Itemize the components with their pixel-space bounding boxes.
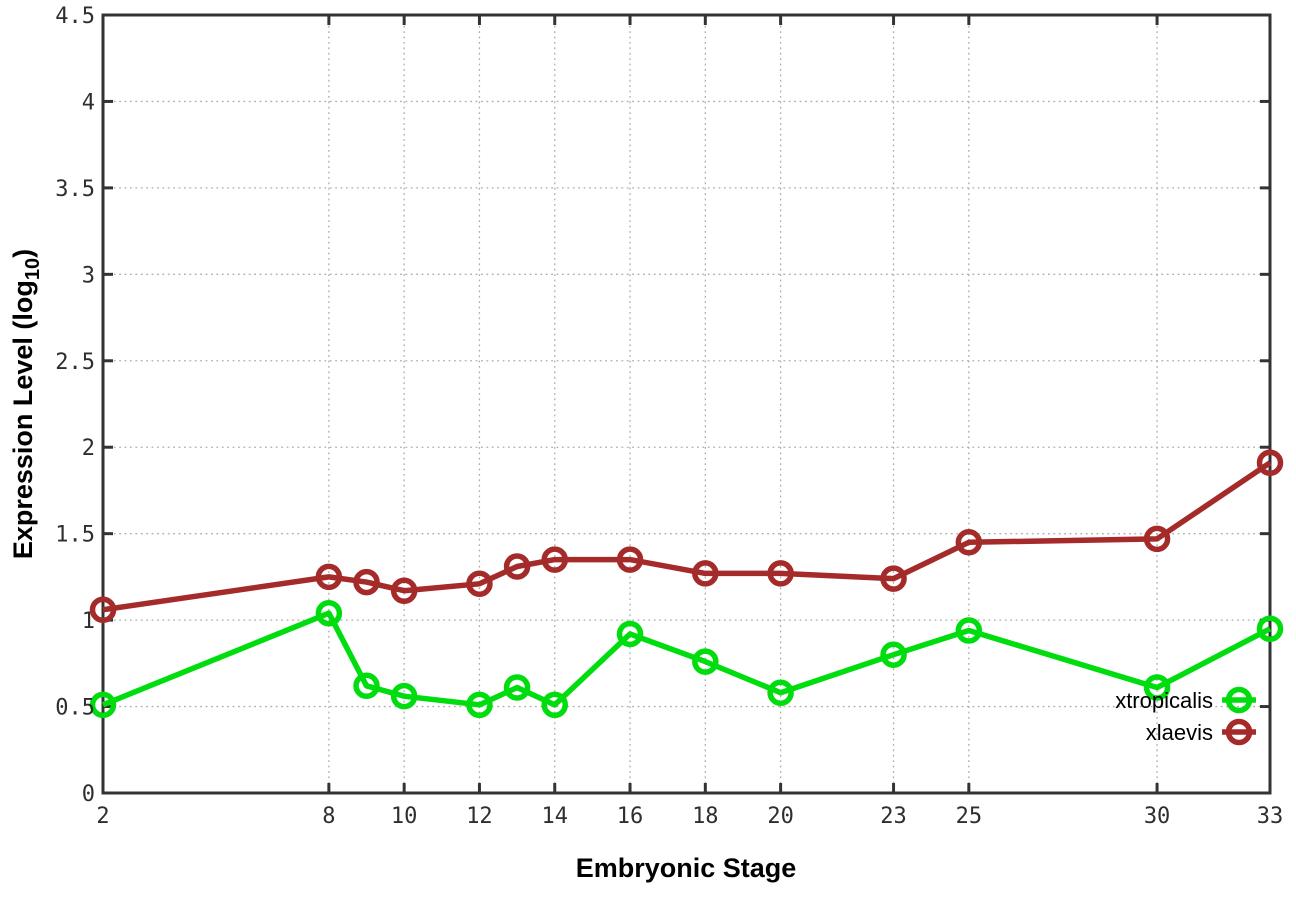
data-point-xtropicalis-stage-33 (1256, 615, 1284, 643)
data-point-xlaevis-stage-10 (390, 577, 418, 604)
legend-entry-xtropicalis: xtropicalis (1115, 686, 1256, 714)
y-tick-label: 3.5 (55, 177, 95, 202)
data-point-xlaevis-stage-18 (692, 560, 719, 587)
series-line-xlaevis (102, 460, 1272, 613)
x-tick-label: 8 (322, 804, 335, 829)
data-point-xtropicalis-stage-9 (353, 672, 380, 700)
data-point-xtropicalis-stage-23 (880, 641, 907, 668)
x-tick-labels: 2 8 10 12 14 16 18 20 23 25 30 33 (96, 804, 1283, 829)
y-tick-label: 0 (82, 782, 95, 807)
y-axis-title-end: ) (8, 249, 38, 258)
data-point-xtropicalis-stage-10 (390, 682, 418, 710)
x-tick-label: 20 (767, 804, 794, 829)
data-point-xlaevis-stage-20 (767, 560, 794, 587)
y-tick-label: 2.5 (55, 350, 95, 375)
y-tick-label: 3 (82, 263, 95, 288)
legend-label-xtropicalis: xtropicalis (1115, 688, 1213, 713)
data-point-xtropicalis-stage-8 (315, 599, 343, 627)
series-xtropicalis (89, 599, 1284, 719)
y-tick-label: 1.5 (55, 523, 95, 548)
x-axis-title: Embryonic Stage (576, 853, 797, 883)
legend-label-xlaevis: xlaevis (1146, 720, 1213, 745)
x-tick-label: 16 (617, 804, 644, 829)
x-tick-label: 30 (1144, 804, 1171, 829)
data-series (89, 449, 1284, 719)
data-point-xlaevis-stage-9 (353, 568, 380, 596)
x-tick-label: 25 (956, 804, 983, 829)
data-point-xtropicalis-stage-14 (541, 691, 568, 719)
y-axis-title-subscript: 10 (22, 258, 44, 280)
legend-entry-xlaevis: xlaevis (1146, 718, 1256, 746)
x-tick-label: 12 (466, 804, 493, 829)
y-tick-label: 1 (82, 609, 95, 634)
y-tick-labels: 0 0.5 1 1.5 2 2.5 3 3.5 4 4.5 (55, 4, 95, 807)
x-tick-label: 10 (391, 804, 418, 829)
y-tick-label: 4.5 (55, 4, 95, 29)
y-axis-title: Expression Level (log10) (8, 249, 44, 559)
data-point-xlaevis-stage-25 (955, 529, 983, 556)
data-point-xlaevis-stage-30 (1143, 525, 1171, 553)
data-point-xlaevis-stage-8 (315, 563, 343, 591)
legend: xtropicalis xlaevis (1115, 686, 1256, 746)
tick-marks (101, 13, 1272, 795)
data-point-xtropicalis-stage-13 (503, 674, 531, 701)
data-point-xlaevis-stage-23 (880, 565, 907, 592)
x-tick-label: 14 (541, 804, 568, 829)
x-tick-label: 2 (96, 804, 109, 829)
data-point-xtropicalis-stage-30 (1143, 674, 1171, 701)
series-xlaevis (89, 449, 1284, 623)
grid-layer (103, 15, 1270, 793)
data-point-xtropicalis-stage-12 (466, 691, 493, 719)
data-point-xtropicalis-stage-18 (692, 648, 719, 675)
data-point-xlaevis-stage-16 (616, 546, 644, 573)
data-point-xlaevis-stage-2 (89, 596, 117, 623)
y-tick-label: 2 (82, 436, 95, 461)
x-tick-label: 33 (1257, 804, 1284, 829)
y-tick-label: 0.5 (55, 696, 95, 721)
series-line-xtropicalis (101, 610, 1272, 708)
y-axis-title-main: Expression Level (log (8, 280, 38, 559)
data-point-xlaevis-stage-12 (466, 570, 493, 598)
data-point-xlaevis-stage-14 (541, 546, 568, 573)
data-point-xtropicalis-stage-2 (89, 691, 117, 719)
x-tick-label: 23 (880, 804, 907, 829)
data-point-xlaevis-stage-33 (1256, 449, 1284, 477)
data-point-xtropicalis-stage-25 (955, 617, 983, 644)
data-point-xtropicalis-stage-16 (616, 620, 644, 648)
data-point-xtropicalis-stage-20 (767, 679, 794, 706)
legend-sample-marker-xtropicalis (1225, 686, 1253, 714)
data-point-xlaevis-stage-13 (503, 553, 531, 580)
plot-border (101, 13, 1272, 795)
y-tick-label: 4 (82, 90, 95, 115)
x-tick-label: 18 (692, 804, 719, 829)
legend-sample-marker-xlaevis (1225, 718, 1253, 746)
